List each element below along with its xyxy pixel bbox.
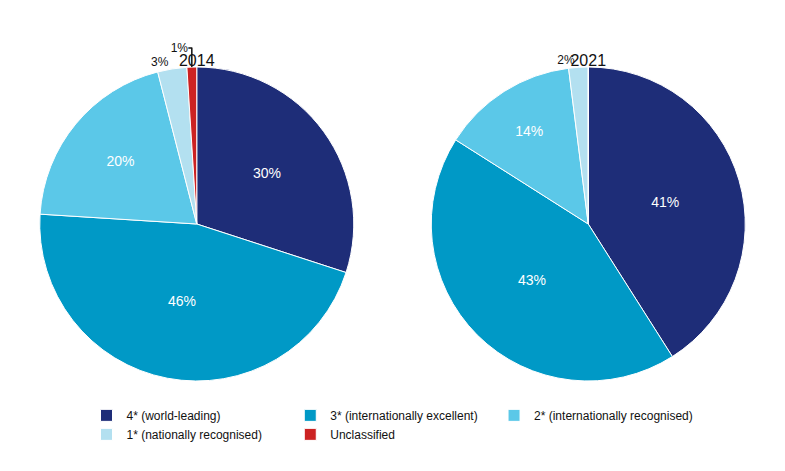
svg-text:Unclassified: Unclassified [330,428,395,442]
svg-text:43%: 43% [518,272,546,288]
svg-text:2014: 2014 [179,52,215,69]
svg-text:1%: 1% [171,41,189,55]
svg-text:2%: 2% [557,53,575,67]
svg-text:14%: 14% [515,123,543,139]
svg-text:46%: 46% [168,293,196,309]
svg-text:4* (world-leading): 4* (world-leading) [127,409,221,423]
svg-text:3%: 3% [151,55,169,69]
svg-text:3* (internationally excellent): 3* (internationally excellent) [330,409,477,423]
svg-text:20%: 20% [107,153,135,169]
svg-text:2021: 2021 [570,52,606,69]
svg-text:30%: 30% [253,165,281,181]
svg-text:1* (nationally recognised): 1* (nationally recognised) [127,428,262,442]
svg-text:2* (internationally recognised: 2* (internationally recognised) [534,409,693,423]
svg-text:41%: 41% [651,194,679,210]
